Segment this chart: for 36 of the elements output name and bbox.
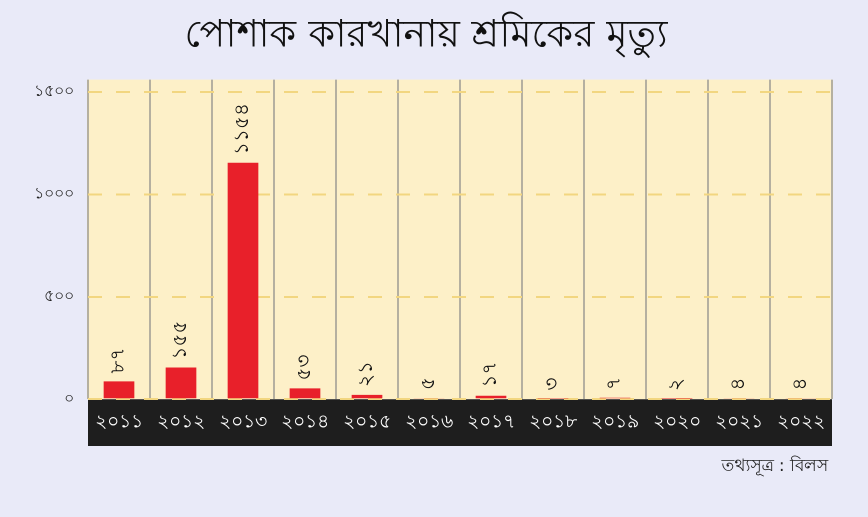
y-tick-label: ৫০০ — [44, 286, 74, 305]
data-label: ৫৩ — [291, 354, 316, 380]
y-tick-label: ১০০০ — [34, 183, 74, 202]
data-label: ৮৭ — [105, 347, 130, 374]
bar — [104, 381, 134, 398]
x-tick-label: ২০১২ — [157, 410, 205, 433]
data-label: ৩ — [539, 378, 564, 391]
x-tick-label: ২০১৭ — [467, 410, 515, 433]
data-label: ২ — [663, 378, 688, 391]
chart-title: পোশাক কারখানায় শ্রমিকের মৃত্যু — [184, 12, 669, 59]
data-label: ২১ — [353, 360, 378, 387]
x-tick-label: ২০১৬ — [405, 410, 453, 433]
x-tick-label: ২০২২ — [777, 410, 825, 433]
x-tick-label: ২০১৩ — [219, 410, 267, 433]
x-tick-label: ২০১৯ — [591, 410, 639, 433]
x-tick-label: ২০১১ — [95, 410, 143, 433]
y-tick-label: ০ — [64, 388, 74, 408]
data-label: ৪ — [787, 377, 812, 390]
x-tick-label: ২০২১ — [715, 410, 763, 433]
bar — [228, 162, 258, 398]
data-label: ৫ — [415, 377, 440, 390]
data-label: ১৭ — [477, 362, 502, 388]
x-tick-label: ২০১৪ — [281, 410, 329, 433]
bar — [290, 388, 320, 398]
data-label: ৪ — [725, 377, 750, 390]
text: তথ্যসূত্র : বিলস — [721, 454, 828, 478]
data-label: ১১৫৪ — [229, 102, 254, 155]
bar — [166, 367, 196, 398]
bar — [352, 394, 382, 398]
x-tick-label: ২০১৫ — [343, 410, 391, 433]
y-tick-label: ১৫০০ — [34, 81, 74, 100]
x-tick-label: ২০১৮ — [529, 410, 578, 433]
data-label: ১৫৫ — [167, 320, 192, 360]
data-label: ৭ — [601, 376, 626, 390]
x-tick-label: ২০২০ — [653, 410, 701, 433]
bar — [476, 396, 506, 398]
